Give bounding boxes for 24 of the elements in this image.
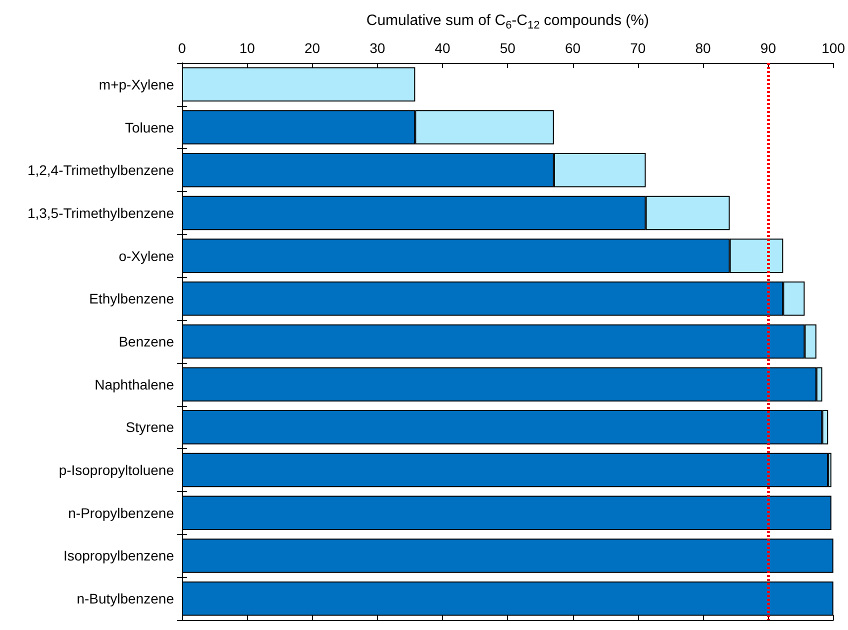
x-tick-label: 0 xyxy=(178,40,186,56)
y-tick-label: Naphthalene xyxy=(94,376,174,392)
y-tick-label: n-Propylbenzene xyxy=(68,504,174,521)
x-tick-label: 80 xyxy=(695,40,712,56)
y-tick-label: Ethylbenzene xyxy=(89,290,174,307)
x-tick-label: 20 xyxy=(304,40,320,56)
x-tick-label: 40 xyxy=(434,40,451,56)
x-tick-label: 90 xyxy=(760,40,776,56)
y-tick-label: o-Xylene xyxy=(118,248,174,264)
x-tick-label: 70 xyxy=(630,40,646,56)
y-tick-label: 1,3,5-Trimethylbenzene xyxy=(27,204,174,221)
x-tick-label: 10 xyxy=(239,40,256,56)
x-tick-label: 60 xyxy=(565,40,581,56)
y-tick-label: Benzene xyxy=(118,334,174,350)
x-tick-label: 50 xyxy=(500,40,516,56)
y-tick-label: p-Isopropyltoluene xyxy=(58,462,174,478)
y-tick-label: Isopropylbenzene xyxy=(63,548,174,564)
y-tick-label: n-Butylbenzene xyxy=(76,590,174,607)
x-tick-label: 100 xyxy=(822,40,846,56)
x-tick-label: 30 xyxy=(370,40,386,56)
y-tick-label: Styrene xyxy=(126,419,174,436)
y-tick-label: Toluene xyxy=(124,119,174,136)
y-tick-label: m+p-Xylene xyxy=(98,76,174,92)
y-tick-label: 1,2,4-Trimethylbenzene xyxy=(27,162,174,178)
